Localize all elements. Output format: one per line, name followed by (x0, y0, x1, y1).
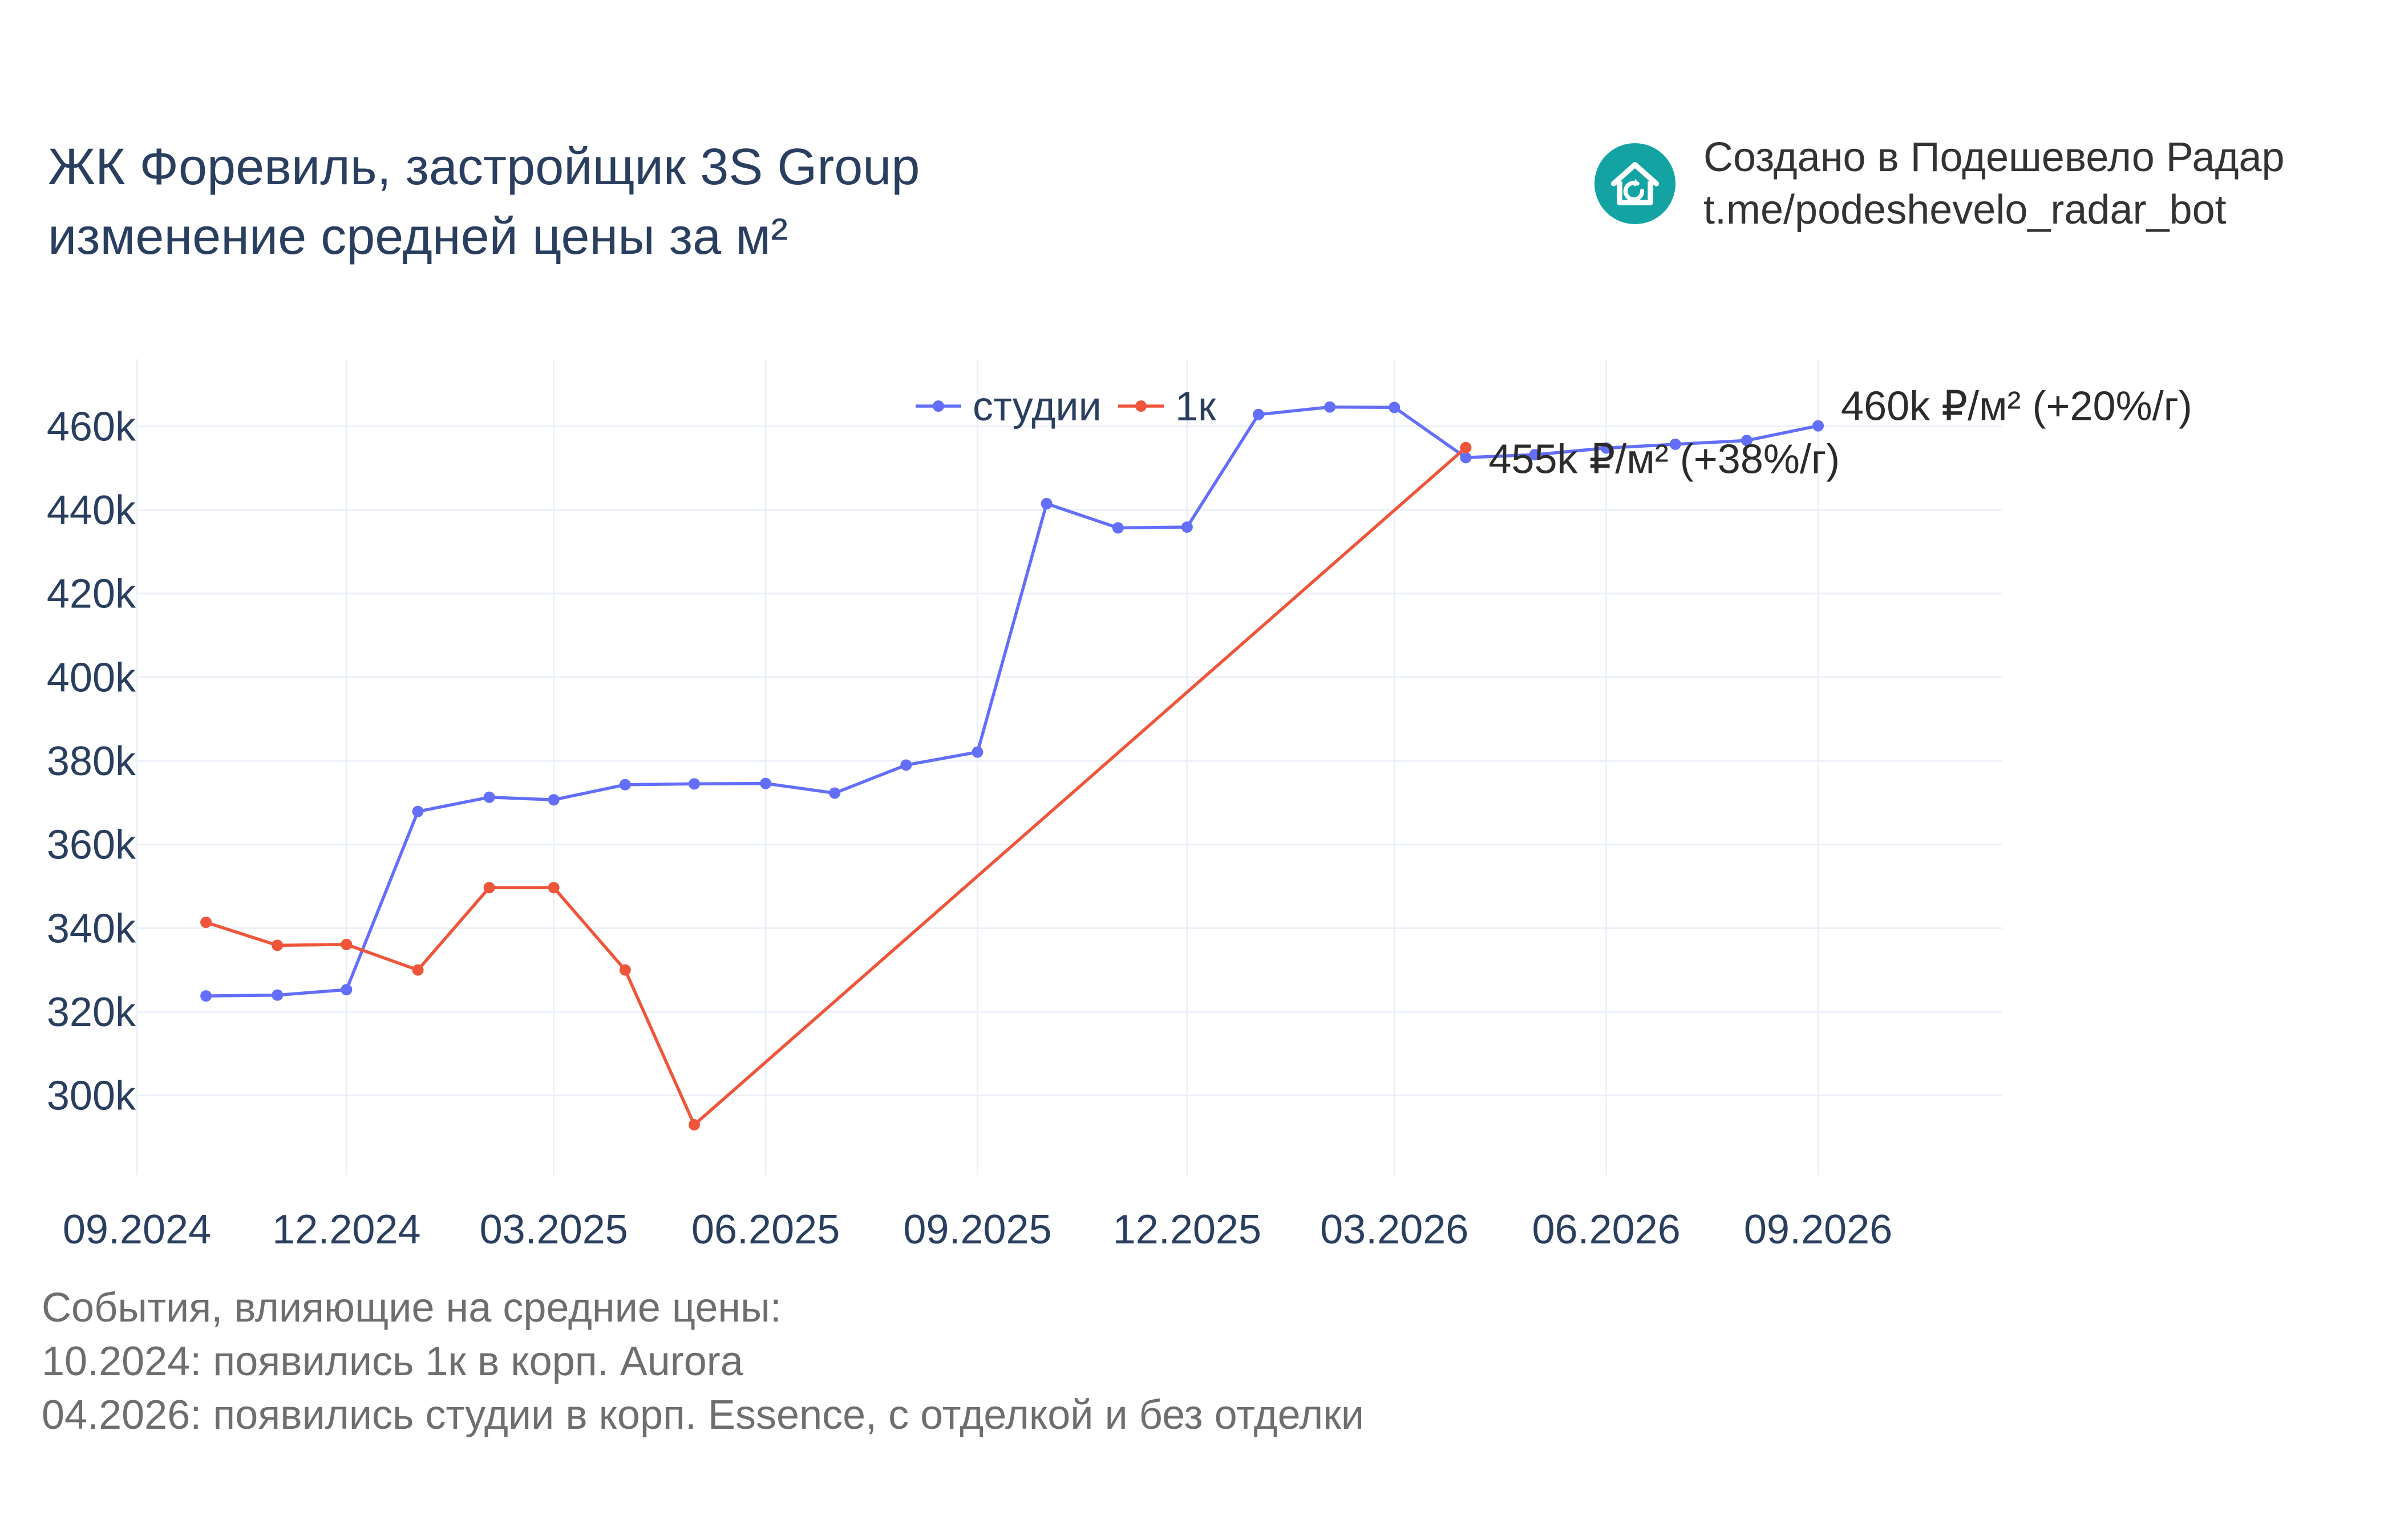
data-point (483, 882, 495, 894)
data-point (972, 746, 984, 758)
data-point (200, 917, 212, 929)
data-point (548, 882, 560, 894)
branding-link[interactable]: t.me/podeshevelo_radar_bot (1703, 187, 2227, 233)
branding: Создано в Подешевело Радар t.me/podeshev… (1594, 131, 2285, 236)
data-point (1529, 449, 1541, 461)
legend-marker (1135, 400, 1147, 412)
series-line (206, 405, 1819, 998)
data-point (341, 938, 353, 950)
y-tick-label: 440k (47, 488, 136, 533)
data-point (688, 778, 700, 790)
y-tick-label: 420k (47, 572, 136, 617)
chart-title-line2: изменение средней цены за м² (48, 208, 788, 265)
x-tick-label: 06.2025 (691, 1207, 840, 1253)
legend-label: 1к (1175, 384, 1216, 429)
x-tick-label: 09.2026 (1744, 1207, 1892, 1253)
chart-title: ЖК Форевиль, застройщик 3S Group изменен… (48, 132, 920, 271)
data-point (1741, 435, 1753, 447)
events-heading: События, влияющие на средние цены: (42, 1285, 782, 1331)
x-tick-label: 03.2025 (480, 1207, 628, 1253)
data-point (412, 964, 424, 976)
y-tick-label: 400k (47, 655, 136, 700)
y-tick-label: 360k (47, 822, 136, 868)
y-tick-label: 380k (47, 739, 136, 784)
data-point (1812, 420, 1824, 432)
data-point (548, 794, 560, 806)
data-point (1324, 401, 1336, 413)
data-point (1253, 408, 1265, 420)
data-point (200, 990, 212, 1002)
data-point (619, 964, 631, 976)
data-point (1112, 522, 1124, 534)
x-tick-label: 09.2024 (63, 1207, 211, 1253)
series-line (205, 446, 1467, 1126)
data-label: 455k ₽/м² (+38%/г) (1488, 437, 1840, 483)
house-refresh-icon (1594, 143, 1675, 224)
y-tick-label: 320k (47, 990, 136, 1035)
y-gridlines (137, 425, 2002, 1097)
legend-item: 1к (1118, 384, 1216, 429)
event-item: 04.2026: появились студии в корп. Essenc… (42, 1392, 1365, 1438)
data-point (1669, 438, 1681, 450)
y-tick-label: 300k (47, 1073, 136, 1119)
x-tick-labels: 09.2024 12.2024 03.2025 06.2025 09.2025 12.20… (63, 1207, 1892, 1253)
data-point (900, 759, 912, 771)
chart-title-line1: ЖК Форевиль, застройщик 3S Group (48, 139, 920, 196)
data-point (1389, 402, 1401, 414)
legend-marker (933, 400, 944, 412)
x-tick-label: 09.2025 (903, 1207, 1051, 1253)
x-tick-label: 12.2025 (1113, 1207, 1261, 1253)
annotations: 460k ₽/м² (+20%/г)455k ₽/м² (+38%/г) (1488, 384, 2192, 483)
data-point (272, 989, 284, 1001)
branding-line1: Создано в Подешевело Радар (1703, 135, 2285, 180)
y-tick-label: 340k (47, 906, 136, 951)
data-point (619, 779, 631, 791)
data-point (829, 787, 841, 799)
legend-item: студии (916, 384, 1102, 429)
data-point (688, 1119, 700, 1130)
x-tick-label: 03.2026 (1320, 1207, 1468, 1253)
legend: студии 1к (916, 384, 1216, 429)
data-point (760, 777, 772, 789)
x-gridlines (136, 359, 1819, 1175)
series-1 (200, 401, 1824, 1002)
data-point (272, 939, 284, 951)
x-tick-label: 06.2026 (1532, 1207, 1680, 1253)
data-point (483, 791, 495, 803)
data-point (1181, 521, 1193, 533)
data-point (1041, 498, 1053, 509)
data-point (1600, 442, 1612, 454)
data-point (341, 984, 353, 996)
series-2 (200, 441, 1472, 1130)
data-label: 460k ₽/м² (+20%/г) (1841, 384, 2192, 429)
y-tick-label: 460k (47, 404, 136, 449)
legend-label: студии (973, 384, 1102, 429)
data-point (412, 805, 424, 817)
x-tick-label: 12.2024 (272, 1207, 420, 1253)
events-block: События, влияющие на средние цены: 10.20… (42, 1281, 1364, 1442)
series-layer (200, 401, 1824, 1130)
data-point (1460, 452, 1472, 464)
y-tick-labels: 300k 320k 340k 360k 380k 400k 420k 440k 460k (47, 404, 136, 1118)
data-point (1460, 441, 1472, 453)
event-item: 10.2024: появились 1к в корп. Aurora (42, 1339, 743, 1384)
